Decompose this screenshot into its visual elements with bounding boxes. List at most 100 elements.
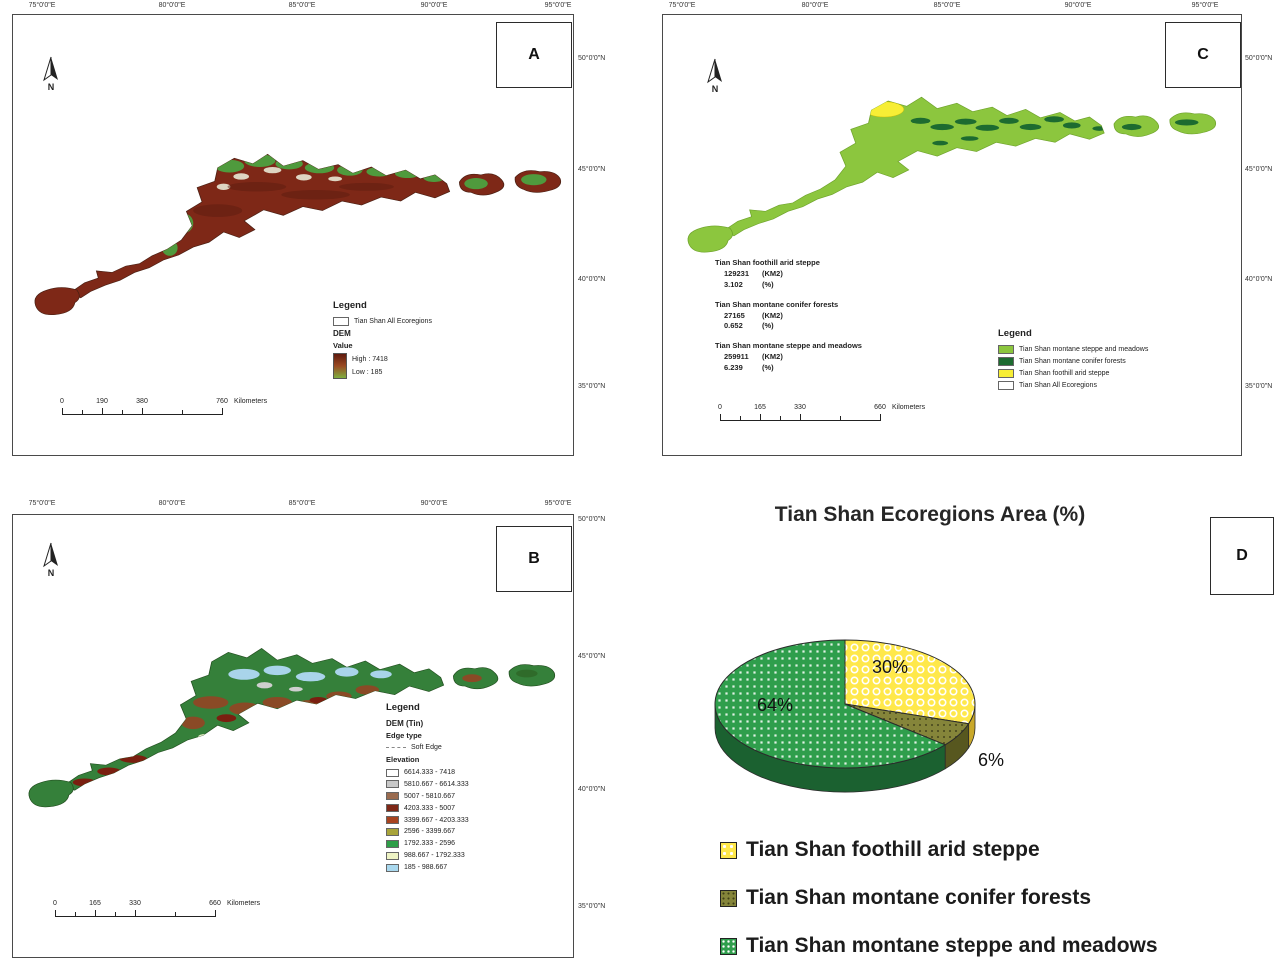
scale-tick-label: 330	[794, 404, 806, 411]
elevation-range-label: 5810.667 - 6614.333	[404, 780, 469, 788]
legend-swatch	[998, 380, 1014, 390]
scale-tick-label: 760	[216, 398, 228, 405]
longitude-label: 85°0'0"E	[288, 500, 316, 507]
soft-edge-line	[386, 747, 406, 749]
legend-item-label: Tian Shan montane steppe and meadows	[746, 934, 1158, 957]
scale-bar: 0 165 330 660 Kilometers	[718, 404, 925, 425]
stat-area-unit: (KM2)	[762, 310, 783, 320]
dem-low-label: Low : 185	[352, 369, 383, 377]
latitude-label: 50°0'0"N	[578, 55, 606, 62]
scale-tick-label: 0	[60, 398, 64, 405]
legend-swatch	[998, 356, 1014, 366]
elevation-range-label: 988.667 - 1792.333	[404, 852, 465, 860]
stat-pct-unit: (%)	[762, 321, 774, 331]
panel-c-ecoregion-map: 75°0'0"E 80°0'0"E 85°0'0"E 90°0'0"E 95°0…	[660, 2, 1280, 472]
ecoregion-stats: Tian Shan foothill arid steppe 129231 (KM…	[715, 258, 975, 383]
latitude-label: 45°0'0"N	[578, 166, 606, 173]
elevation-swatch	[386, 768, 399, 777]
longitude-label: 85°0'0"E	[288, 2, 316, 9]
legend-item-label: Tian Shan montane steppe and meadows	[1019, 345, 1149, 353]
stat-pct-value: 6.239	[724, 363, 743, 372]
scale-tick-label: 165	[754, 404, 766, 411]
tin-map-image	[28, 648, 556, 808]
scale-tick-label: 660	[874, 404, 886, 411]
legend-swatch	[998, 345, 1014, 355]
pie-legend-item-foothill: Tian Shan foothill arid steppe	[720, 838, 1040, 862]
scale-unit-label: Kilometers	[234, 398, 268, 405]
scale-tick-label: 330	[129, 900, 141, 907]
legend-swatch-steppe	[720, 937, 737, 955]
dem-color-ramp	[333, 353, 347, 380]
scale-bar: 0 190 380 760 Kilometers	[60, 398, 267, 419]
legend-dem-tin-label: DEM (Tin)	[386, 718, 424, 728]
scale-tick-label: 0	[53, 900, 57, 907]
stat-name: Tian Shan montane steppe and meadows	[715, 341, 862, 351]
scale-bar: 0 165 330 660 Kilometers	[53, 900, 260, 921]
stat-pct-unit: (%)	[762, 363, 774, 372]
legend-title: Legend	[333, 300, 367, 311]
elevation-range-label: 6614.333 - 7418	[404, 768, 455, 776]
elevation-swatch	[386, 804, 399, 813]
longitude-label: 90°0'0"E	[420, 500, 448, 507]
stat-pct-unit: (%)	[762, 279, 774, 289]
legend-item-label: Tian Shan All Ecoregions	[354, 317, 432, 325]
longitude-label: 85°0'0"E	[933, 2, 961, 9]
legend-title: Legend	[386, 702, 420, 713]
scale-tick-label: 0	[718, 404, 722, 411]
elevation-swatch	[386, 840, 399, 849]
north-arrow: N	[38, 56, 64, 92]
dem-map-image	[34, 153, 562, 316]
latitude-label: 40°0'0"N	[578, 276, 606, 283]
elevation-range-label: 3399.667 - 4203.333	[404, 816, 469, 824]
longitude-label: 95°0'0"E	[544, 500, 572, 507]
stat-area-unit: (KM2)	[762, 352, 783, 362]
pie-legend-item-conifer: Tian Shan montane conifer forests	[720, 886, 1091, 910]
pie-slice-label-conifer: 6%	[978, 750, 1005, 770]
elevation-range-label: 5007 - 5810.667	[404, 792, 455, 800]
scale-tick-label: 660	[209, 900, 221, 907]
stat-area-value: 259911	[724, 352, 749, 362]
scale-tick-label: 380	[136, 398, 148, 405]
legend-item-label: Tian Shan foothill arid steppe	[1019, 369, 1110, 377]
legend-value-label: Value	[333, 341, 353, 351]
map-frame	[12, 14, 574, 456]
chart-title: Tian Shan Ecoregions Area (%)	[774, 503, 1086, 526]
legend-title: Legend	[998, 328, 1032, 339]
panel-label-b: B	[496, 526, 572, 592]
panel-d-pie-chart: Tian Shan Ecoregions Area (%) D 30% 6%	[660, 495, 1280, 964]
elevation-swatch	[386, 852, 399, 861]
latitude-label: 45°0'0"N	[578, 653, 606, 660]
panel-label-d: D	[1210, 517, 1274, 595]
elevation-range-label: 4203.333 - 5007	[404, 804, 455, 812]
stat-area-unit: (KM2)	[762, 268, 783, 278]
panel-label-a: A	[496, 22, 572, 88]
legend-panel-b: Legend DEM (Tin) Edge type Soft Edge Ele…	[386, 702, 556, 875]
dem-high-label: High : 7418	[352, 356, 388, 364]
scale-unit-label: Kilometers	[227, 900, 261, 907]
map-frame	[12, 514, 574, 958]
longitude-label: 75°0'0"E	[668, 2, 696, 9]
elevation-swatch	[386, 828, 399, 837]
legend-swatch-conifer	[720, 889, 737, 907]
legend-swatch-foothill	[720, 841, 737, 859]
longitude-label: 75°0'0"E	[28, 2, 56, 9]
latitude-label: 50°0'0"N	[578, 516, 606, 523]
pie-slice-label-steppe: 64%	[757, 695, 794, 715]
map-frame	[662, 14, 1242, 456]
stat-pct-value: 3.102	[724, 279, 743, 289]
pie-chart	[714, 639, 976, 793]
legend-swatch	[998, 368, 1014, 378]
stat-area-value: 27165	[724, 310, 745, 320]
scale-unit-label: Kilometers	[892, 404, 926, 411]
latitude-label: 35°0'0"N	[1245, 383, 1273, 390]
longitude-label: 75°0'0"E	[28, 500, 56, 507]
pie-legend-item-steppe: Tian Shan montane steppe and meadows	[720, 934, 1158, 958]
elevation-swatch	[386, 780, 399, 789]
legend-item-label: Tian Shan montane conifer forests	[1019, 357, 1126, 365]
north-label: N	[47, 568, 55, 578]
scale-bar-ticks	[62, 408, 223, 415]
longitude-label: 80°0'0"E	[158, 2, 186, 9]
elevation-range-label: 185 - 988.667	[404, 864, 448, 872]
north-arrow-icon	[43, 542, 58, 568]
